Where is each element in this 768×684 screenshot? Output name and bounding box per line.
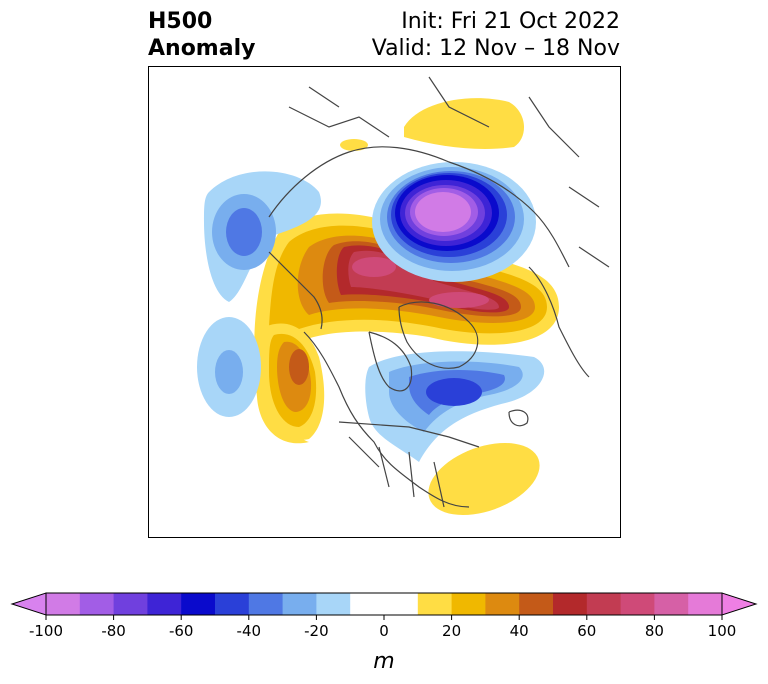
- colorbar-segment: [46, 593, 81, 615]
- pacific-trough-inner: [226, 208, 262, 256]
- colorbar-segment: [350, 593, 419, 615]
- midpacific-trough-inner: [215, 350, 243, 394]
- map-title: H500 Anomaly: [148, 8, 255, 62]
- atlantic-ridge: [428, 442, 540, 516]
- colorbar-tick-label: 0: [379, 622, 389, 640]
- anomaly-shading: [197, 98, 559, 516]
- valid-range: Valid: 12 Nov – 18 Nov: [371, 36, 620, 61]
- borders-asia: [288, 76, 610, 268]
- colorbar-segment: [451, 593, 486, 615]
- colorbar-segment: [113, 593, 148, 615]
- colorbar-segment: [147, 593, 182, 615]
- coastline-iceland-area: [508, 409, 529, 427]
- colorbar-tick-label: -60: [169, 622, 194, 640]
- border-us-canada: [338, 421, 480, 448]
- colorbar-ticks: -100 -80 -60 -40 -20 0 20 40 60 80 100: [29, 615, 736, 640]
- init-date: Init: Fri 21 Oct 2022: [401, 9, 620, 34]
- colorbar-tick-label: 100: [708, 622, 737, 640]
- arctic-ridge: [404, 98, 525, 149]
- map-dates: Init: Fri 21 Oct 2022 Valid: 12 Nov – 18…: [372, 8, 620, 62]
- colorbar-tick-label: 80: [645, 622, 664, 640]
- colorbar-segment: [316, 593, 351, 615]
- vortex-neg-90: [415, 192, 471, 232]
- colorbar-segment: [485, 593, 520, 615]
- colorbar-segment: [417, 593, 453, 615]
- colorbar-segment: [688, 593, 723, 615]
- anomaly-map: [148, 66, 621, 538]
- coastlines-borders: [268, 76, 610, 508]
- colorbar-unit: m: [373, 649, 394, 674]
- colorbar-tick-label: 40: [510, 622, 529, 640]
- colorbar-tick-label: 20: [442, 622, 461, 640]
- ridge-max-east: [429, 292, 489, 308]
- colorbar-tick-label: 60: [577, 622, 596, 640]
- colorbar-tick-label: -40: [237, 622, 262, 640]
- colorbar-tick-label: -20: [304, 622, 329, 640]
- colorbar-segment: [282, 593, 317, 615]
- colorbar-segment: [654, 593, 689, 615]
- colorbar-segment: [79, 593, 115, 615]
- colorbar-segment: [586, 593, 622, 615]
- coastline-europe: [528, 266, 590, 378]
- title-field-type: Anomaly: [148, 36, 256, 61]
- ridge-max-west: [352, 257, 396, 277]
- colorbar-segment: [181, 593, 216, 615]
- arctic-ridge-small: [340, 139, 368, 151]
- coastline-hudson: [368, 331, 413, 392]
- colorbar-segment: [620, 593, 655, 615]
- coastline-eurasia: [268, 146, 570, 268]
- colorbar-segments: [10, 592, 758, 616]
- colorbar-over-arrow: [721, 592, 758, 616]
- west-ridge-core: [289, 349, 309, 385]
- title-variable: H500: [148, 9, 213, 34]
- colorbar-segment: [248, 593, 284, 615]
- colorbar-segment: [519, 593, 554, 615]
- colorbar: -100 -80 -60 -40 -20 0 20 40 60 80 100 m: [10, 592, 758, 674]
- coastline-alaska: [268, 251, 323, 330]
- border-us-states: [348, 436, 445, 508]
- coastline-north-america: [303, 331, 470, 508]
- colorbar-tick-label: -80: [101, 622, 126, 640]
- colorbar-under-arrow: [10, 592, 47, 616]
- coastline-greenland: [398, 301, 479, 369]
- map-canvas: [197, 76, 610, 516]
- colorbar-tick-label: -100: [29, 622, 63, 640]
- colorbar-segment: [553, 593, 588, 615]
- colorbar-segment: [215, 593, 250, 615]
- east-trough-core: [426, 378, 482, 406]
